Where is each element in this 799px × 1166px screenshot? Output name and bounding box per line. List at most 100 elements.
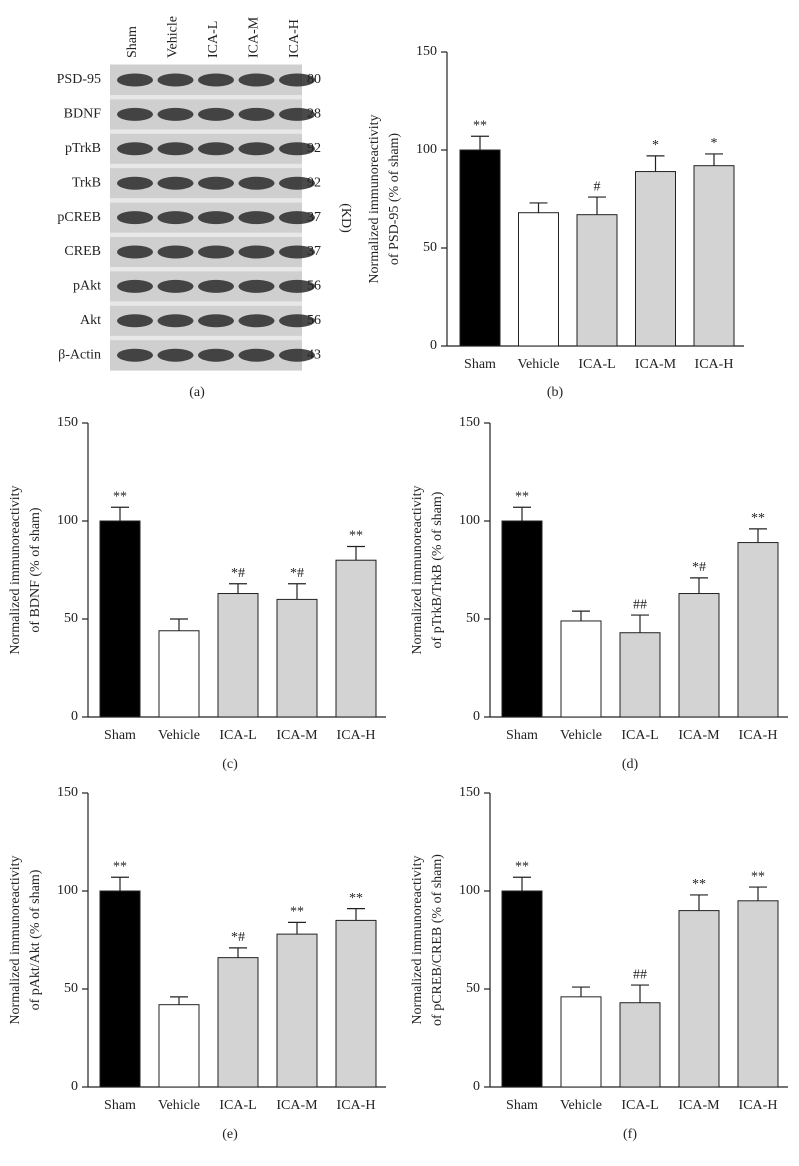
- y-tick-label: 100: [57, 513, 78, 528]
- blot-band: [157, 211, 194, 225]
- blot-band: [117, 73, 153, 87]
- y-tick-label: 100: [416, 142, 437, 157]
- blot-band: [198, 245, 234, 259]
- blot-band: [117, 245, 153, 259]
- bar: [501, 890, 543, 1088]
- y-axis-label: of pCREB/CREB (% of sham): [430, 854, 445, 1026]
- bar: [217, 593, 259, 718]
- protein-label: pCREB: [57, 210, 101, 225]
- y-axis-label: of BDNF (% of sham): [28, 507, 43, 633]
- size-label: 43: [307, 347, 321, 362]
- blot-band: [157, 279, 194, 293]
- significance-label: *#: [231, 930, 245, 945]
- panel-label: (b): [547, 385, 564, 400]
- bar: [518, 212, 559, 347]
- x-tick-label: ICA-M: [678, 728, 720, 743]
- blot-band: [117, 314, 153, 328]
- y-tick-label: 150: [57, 785, 78, 800]
- protein-label: β-Actin: [58, 347, 101, 362]
- blot-band: [117, 176, 153, 190]
- bar: [158, 630, 200, 718]
- y-axis-label: of PSD-95 (% of sham): [387, 133, 402, 266]
- size-label: 56: [307, 313, 321, 328]
- y-tick-label: 0: [473, 1079, 480, 1094]
- bar: [501, 520, 543, 718]
- size-label: 28: [307, 107, 321, 122]
- panel-label: (e): [222, 1127, 238, 1142]
- bar: [678, 593, 720, 718]
- bar: [737, 542, 779, 718]
- y-tick-label: 150: [459, 785, 480, 800]
- bar: [217, 957, 259, 1088]
- protein-label: PSD-95: [57, 72, 101, 87]
- bar: [158, 1004, 200, 1088]
- blot-band: [238, 279, 275, 293]
- significance-label: **: [349, 891, 363, 906]
- blot-band: [238, 107, 275, 121]
- x-tick-label: ICA-L: [621, 1098, 658, 1113]
- x-tick-label: ICA-H: [739, 1098, 778, 1113]
- blot-band: [198, 211, 234, 225]
- x-tick-label: Sham: [104, 728, 136, 743]
- blot-band: [238, 176, 275, 190]
- y-tick-label: 50: [466, 981, 480, 996]
- y-axis-label: Normalized immunoreactivity: [410, 485, 425, 654]
- blot-band: [198, 142, 234, 156]
- x-tick-label: ICA-M: [635, 357, 677, 372]
- x-tick-label: ICA-L: [621, 728, 658, 743]
- protein-label: Akt: [80, 313, 101, 328]
- blot-band: [198, 73, 234, 87]
- y-tick-label: 100: [459, 883, 480, 898]
- blot-band: [238, 73, 275, 87]
- size-label: 37: [307, 210, 321, 225]
- blot-band: [279, 211, 315, 225]
- panel-label: (f): [623, 1127, 637, 1142]
- x-tick-label: ICA-H: [337, 1098, 376, 1113]
- x-tick-label: Vehicle: [560, 1098, 602, 1113]
- blot-band: [117, 211, 153, 225]
- blot-band: [279, 245, 315, 259]
- y-tick-label: 0: [71, 709, 78, 724]
- y-axis-label: Normalized immunoreactivity: [8, 485, 23, 654]
- bar: [678, 910, 720, 1088]
- blot-band: [157, 348, 194, 362]
- significance-label: **: [515, 859, 529, 874]
- blot-band: [279, 314, 315, 328]
- size-label: 56: [307, 279, 321, 294]
- significance-label: *: [711, 136, 718, 151]
- bar: [335, 919, 377, 1088]
- blot-band: [238, 142, 275, 156]
- blot-band: [238, 314, 275, 328]
- bar: [693, 165, 735, 347]
- x-tick-label: ICA-L: [219, 728, 256, 743]
- significance-label: #: [594, 179, 601, 194]
- blot-band: [279, 73, 315, 87]
- significance-label: **: [473, 118, 487, 133]
- y-axis-label: Normalized immunoreactivity: [367, 114, 382, 283]
- bar: [635, 171, 676, 347]
- bar: [576, 214, 618, 347]
- lane-label: ICA-L: [206, 21, 221, 58]
- blot-band: [198, 348, 234, 362]
- blot-band: [279, 142, 315, 156]
- blot-band: [238, 348, 275, 362]
- significance-label: *#: [290, 566, 304, 581]
- y-tick-label: 150: [459, 415, 480, 430]
- y-tick-label: 100: [57, 883, 78, 898]
- bar: [99, 520, 141, 718]
- panel-label: (d): [622, 757, 639, 772]
- y-axis-label: of pAkt/Akt (% of sham): [28, 869, 43, 1010]
- x-tick-label: ICA-L: [578, 357, 615, 372]
- lane-label: ICA-H: [287, 19, 302, 58]
- x-tick-label: ICA-H: [695, 357, 734, 372]
- blot-band: [279, 176, 315, 190]
- x-tick-label: ICA-L: [219, 1098, 256, 1113]
- significance-label: *#: [692, 560, 706, 575]
- blot-band: [238, 245, 275, 259]
- y-tick-label: 50: [466, 611, 480, 626]
- lane-label: Vehicle: [166, 16, 181, 58]
- blot-band: [198, 279, 234, 293]
- lane-label: Sham: [125, 26, 140, 58]
- x-tick-label: Vehicle: [158, 1098, 200, 1113]
